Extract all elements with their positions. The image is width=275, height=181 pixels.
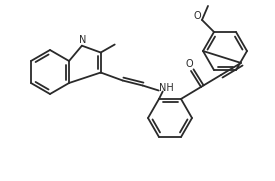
Text: O: O	[193, 11, 201, 21]
Text: O: O	[185, 59, 193, 69]
Text: NH: NH	[159, 83, 174, 92]
Text: N: N	[79, 35, 87, 45]
